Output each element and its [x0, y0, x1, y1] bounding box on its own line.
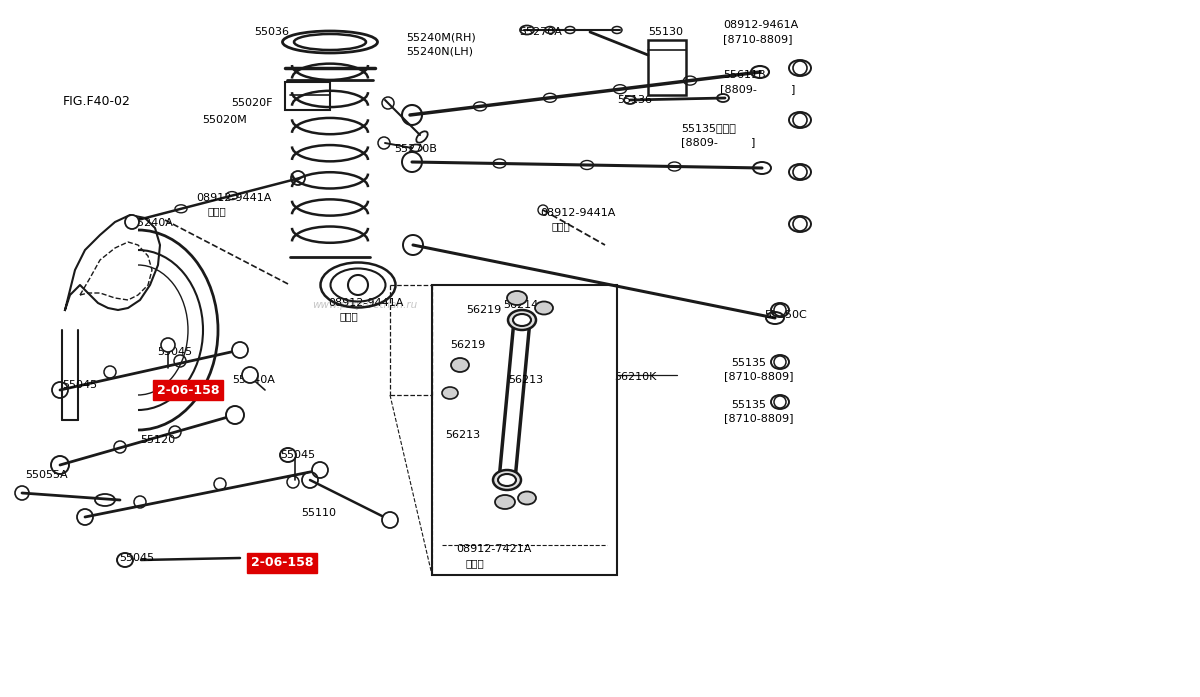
- Circle shape: [226, 406, 244, 424]
- Circle shape: [161, 338, 175, 352]
- Text: 56213: 56213: [445, 430, 480, 440]
- Text: 55240M(RH): 55240M(RH): [406, 33, 475, 43]
- Text: 55270B: 55270B: [394, 144, 437, 154]
- Ellipse shape: [498, 474, 516, 486]
- Ellipse shape: [451, 358, 469, 372]
- Text: 55055A: 55055A: [25, 470, 67, 480]
- Text: 55135: 55135: [731, 358, 766, 368]
- Ellipse shape: [535, 302, 553, 314]
- Ellipse shape: [496, 495, 515, 509]
- Text: [8710-8809]: [8710-8809]: [722, 34, 792, 44]
- Text: 55240N(LH): 55240N(LH): [406, 47, 473, 57]
- Text: www.polyurethan.ru: www.polyurethan.ru: [312, 300, 418, 310]
- Text: 08912-7421A: 08912-7421A: [456, 544, 532, 554]
- FancyBboxPatch shape: [154, 380, 223, 400]
- Text: 08912-9461A: 08912-9461A: [722, 20, 798, 30]
- Text: 2-06-158: 2-06-158: [157, 383, 220, 397]
- Text: ]: ]: [737, 137, 755, 147]
- Text: 55135: 55135: [731, 400, 766, 410]
- Circle shape: [232, 342, 248, 358]
- Text: ナット: ナット: [340, 311, 359, 321]
- Text: 55045: 55045: [157, 347, 192, 357]
- Circle shape: [774, 396, 786, 408]
- Text: 55020M: 55020M: [202, 115, 247, 125]
- Ellipse shape: [493, 470, 521, 490]
- Text: [8809-: [8809-: [682, 137, 718, 147]
- Text: 08912-9441A: 08912-9441A: [196, 193, 271, 203]
- Text: 55130: 55130: [648, 27, 683, 37]
- Text: [8710-8809]: [8710-8809]: [724, 413, 793, 423]
- Text: ナット: ナット: [466, 558, 485, 568]
- Text: 55020F: 55020F: [230, 98, 272, 108]
- Text: 55135ナット: 55135ナット: [682, 123, 736, 133]
- Text: 55240A: 55240A: [130, 218, 173, 228]
- Text: ナット: ナット: [552, 221, 571, 231]
- Ellipse shape: [514, 314, 530, 326]
- Text: 56219: 56219: [466, 305, 502, 315]
- Text: FIG.F40-02: FIG.F40-02: [64, 95, 131, 108]
- Circle shape: [793, 165, 808, 179]
- Circle shape: [242, 367, 258, 383]
- Ellipse shape: [508, 310, 536, 330]
- Text: 55110: 55110: [301, 508, 336, 518]
- Text: 08912-9441A: 08912-9441A: [328, 298, 403, 308]
- Text: 55045: 55045: [119, 553, 154, 563]
- Text: 55036: 55036: [254, 27, 289, 37]
- Circle shape: [793, 217, 808, 231]
- Ellipse shape: [508, 291, 527, 305]
- Circle shape: [125, 215, 139, 229]
- Text: 08912-9441A: 08912-9441A: [540, 208, 616, 218]
- Text: [8809-: [8809-: [720, 84, 757, 94]
- Text: 55611B: 55611B: [722, 70, 766, 80]
- Text: 55045: 55045: [280, 450, 316, 460]
- Text: 55120: 55120: [140, 435, 175, 445]
- Text: 56213: 56213: [508, 375, 544, 385]
- Circle shape: [382, 512, 398, 528]
- Circle shape: [793, 113, 808, 127]
- Circle shape: [793, 61, 808, 75]
- Text: ]: ]: [778, 84, 796, 94]
- Text: [8710-8809]: [8710-8809]: [724, 371, 793, 381]
- Circle shape: [348, 275, 368, 295]
- Text: 55136: 55136: [617, 95, 652, 105]
- Text: 55045: 55045: [62, 380, 97, 390]
- Circle shape: [774, 304, 786, 316]
- Text: 55270A: 55270A: [520, 27, 562, 37]
- Text: 2-06-158: 2-06-158: [251, 556, 313, 569]
- Text: 55240A: 55240A: [232, 375, 275, 385]
- Text: 56210K: 56210K: [614, 372, 656, 382]
- Ellipse shape: [442, 387, 458, 399]
- Text: 55350C: 55350C: [764, 310, 806, 320]
- Bar: [648, 40, 686, 95]
- Ellipse shape: [518, 491, 536, 505]
- FancyBboxPatch shape: [247, 553, 317, 573]
- Bar: [286, 82, 330, 110]
- Bar: [432, 285, 617, 575]
- Text: 56214: 56214: [503, 300, 539, 310]
- Circle shape: [774, 356, 786, 368]
- Text: ナット: ナット: [208, 206, 227, 216]
- Circle shape: [312, 462, 328, 478]
- Text: 56219: 56219: [450, 340, 485, 350]
